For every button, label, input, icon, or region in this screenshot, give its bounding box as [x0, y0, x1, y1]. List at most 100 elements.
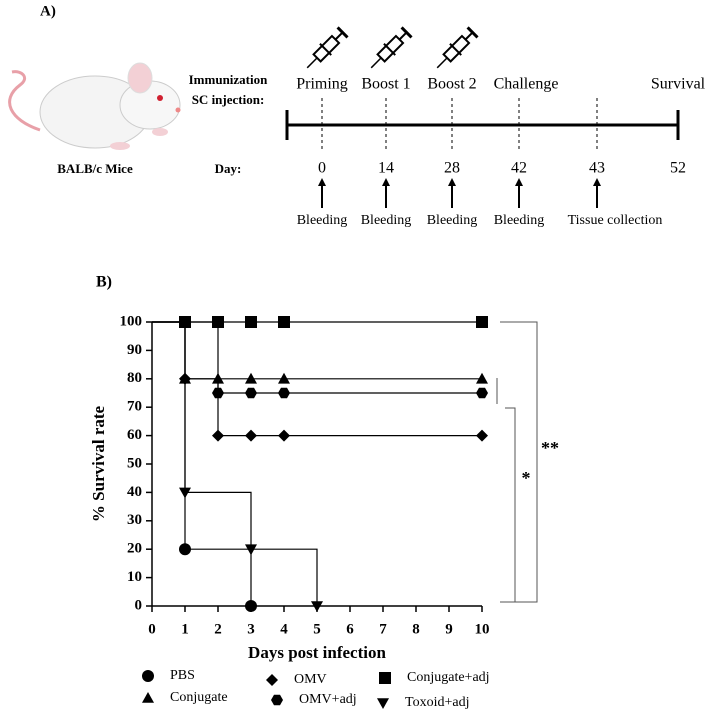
marker — [179, 372, 191, 385]
syringe-grip — [449, 43, 462, 56]
marker — [278, 429, 290, 442]
marker — [179, 543, 191, 556]
legend-label: Toxoid+adj — [405, 695, 469, 710]
arrow-head — [448, 178, 456, 186]
marker — [476, 316, 488, 328]
sample-label: Bleeding — [297, 213, 348, 228]
y-tick-label: 100 — [120, 313, 143, 329]
arrow-head — [382, 178, 390, 186]
syringe-icon — [306, 26, 349, 69]
day-value: 14 — [378, 160, 394, 177]
mouse-illustration — [8, 62, 181, 150]
step-line — [152, 321, 482, 394]
marker — [245, 372, 257, 384]
marker — [212, 387, 224, 399]
marker — [278, 372, 290, 384]
syringe-grip — [383, 43, 396, 56]
syringe-handle — [466, 26, 479, 39]
row-label: Immunization — [189, 72, 269, 87]
arrow-head — [593, 178, 601, 186]
sample-label: Bleeding — [494, 213, 545, 228]
syringe-handle — [336, 26, 349, 39]
y-tick-label: 70 — [127, 399, 142, 415]
bracket — [505, 407, 516, 603]
y-tick-label: 10 — [127, 569, 142, 585]
syringe-grip — [319, 43, 332, 56]
syringe-needle — [370, 57, 382, 69]
marker — [179, 316, 191, 328]
day-value: 42 — [511, 160, 527, 177]
x-axis-label: Days post infection — [248, 643, 386, 662]
stage-label: Challenge — [494, 76, 559, 93]
syringe-plunger — [464, 31, 474, 41]
stage-label: Boost 1 — [361, 76, 410, 93]
marker — [278, 387, 290, 399]
x-tick-label: 3 — [247, 621, 255, 637]
legend-marker — [142, 670, 154, 682]
stage-label: Survival — [651, 76, 706, 93]
significance: * — [522, 468, 531, 488]
day-value: 0 — [318, 160, 326, 177]
syringe-body — [376, 34, 405, 63]
syringe-body — [312, 34, 341, 63]
x-tick-label: 2 — [214, 621, 222, 637]
legend-label: Conjugate — [170, 690, 228, 705]
legend-marker — [271, 694, 283, 706]
arrow-head — [318, 178, 326, 186]
sample-label: Tissue collection — [568, 213, 663, 228]
syringe-handle — [400, 26, 413, 39]
sample-label: Bleeding — [427, 213, 478, 228]
syringe-body — [442, 34, 471, 63]
marker — [212, 372, 224, 384]
marker — [245, 387, 257, 399]
legend-marker — [266, 674, 278, 686]
legend-marker — [379, 672, 391, 684]
x-tick-label: 4 — [280, 621, 288, 637]
marker — [212, 429, 224, 442]
syringe-needle — [306, 57, 318, 69]
marker — [245, 316, 257, 328]
step-line — [152, 321, 252, 606]
significance: ** — [541, 438, 559, 458]
legend-label: PBS — [170, 668, 195, 683]
y-tick-label: 60 — [127, 427, 142, 443]
y-tick-label: 40 — [127, 484, 142, 500]
day-value: 28 — [444, 160, 460, 177]
marker — [476, 387, 488, 399]
legend-label: Conjugate+adj — [407, 670, 490, 685]
marker — [476, 429, 488, 442]
x-tick-label: 0 — [148, 621, 156, 637]
marker — [245, 429, 257, 442]
y-tick-label: 80 — [127, 370, 142, 386]
step-line — [152, 321, 318, 606]
legend-marker — [142, 692, 154, 703]
y-tick-label: 90 — [127, 342, 142, 358]
x-tick-label: 10 — [475, 621, 490, 637]
y-tick-label: 0 — [135, 597, 143, 613]
marker — [278, 316, 290, 328]
syringe-plunger — [398, 31, 408, 41]
day-value: 52 — [670, 160, 686, 177]
y-tick-label: 50 — [127, 455, 142, 471]
x-tick-label: 5 — [313, 621, 321, 637]
syringe-icon — [370, 26, 413, 69]
syringe-needle — [436, 57, 448, 69]
marker — [311, 601, 323, 612]
marker — [212, 316, 224, 328]
y-axis-label: % Survival rate — [89, 405, 108, 522]
y-tick-label: 20 — [127, 541, 142, 557]
panel-label: B) — [96, 274, 112, 291]
stage-label: Boost 2 — [427, 76, 476, 93]
arrow-head — [515, 178, 523, 186]
marker — [179, 487, 191, 499]
x-tick-label: 7 — [379, 621, 387, 637]
panel-label: A) — [40, 3, 56, 19]
sample-label: Bleeding — [361, 213, 412, 228]
y-tick-label: 30 — [127, 512, 142, 528]
subject-label: BALB/c Mice — [57, 161, 133, 176]
bracket — [500, 321, 538, 603]
row-label: SC injection: — [192, 92, 265, 107]
marker — [245, 600, 257, 612]
x-tick-label: 9 — [445, 621, 453, 637]
